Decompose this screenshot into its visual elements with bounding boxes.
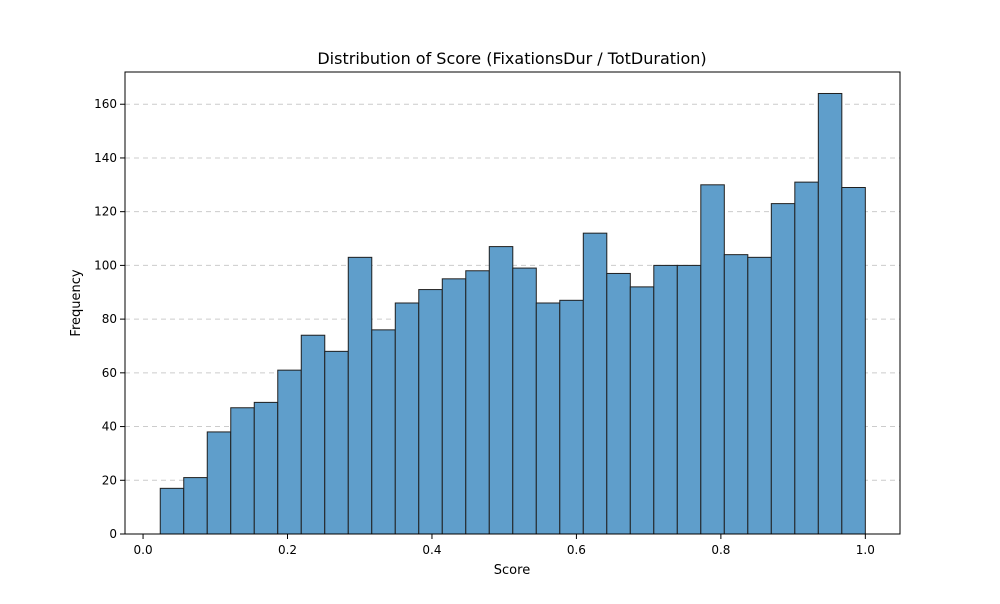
histogram-bar [206,431,232,535]
histogram-bar [700,184,725,535]
x-tick-label: 0.6 [567,543,586,557]
histogram-bar [841,187,866,535]
histogram-bar [465,270,490,535]
histogram-bar [183,477,208,535]
histogram-bar [629,286,655,535]
plot-frame [124,71,901,535]
histogram-bar [371,329,396,535]
histogram-bar [770,203,796,535]
histogram-bar [723,254,749,535]
x-tick-label: 0.4 [422,543,441,557]
histogram-bar [347,256,373,535]
y-tick-label: 0 [109,527,117,541]
y-axis-label: Frequency [69,269,84,336]
y-tick-label: 120 [94,205,117,219]
y-tick-label: 60 [102,366,117,380]
y-tick-label: 40 [102,420,117,434]
histogram-bar [277,369,302,535]
x-tick-label: 0.2 [278,543,297,557]
histogram-bar [253,401,279,535]
histogram-bar [441,278,467,535]
histogram-bar [230,407,255,535]
histogram-bar [676,264,702,535]
histogram-bar [394,302,420,535]
histogram-bar [512,267,537,535]
histogram-bar [653,264,678,535]
histogram-bar [324,350,349,535]
y-tick-label: 100 [94,258,117,272]
histogram-bar [794,181,819,535]
histogram-bar [559,299,584,535]
histogram-bar [817,92,843,535]
x-axis-label: Score [494,563,530,578]
histogram-bar [582,232,608,535]
histogram-bar [300,334,326,535]
histogram-bar [418,289,443,535]
y-tick-label: 140 [94,151,117,165]
x-tick-label: 0.0 [134,543,153,557]
bars-layer [159,92,866,535]
x-tick-label: 1.0 [856,543,875,557]
y-tick-label: 20 [102,473,117,487]
y-axis-ticks: 0 20 40 60 80 100 120 140 160 [94,97,125,541]
histogram-bar [535,302,561,535]
histogram-bar [488,246,514,535]
histogram-bar [159,487,185,535]
chart-title: Distribution of Score (FixationsDur / To… [317,49,706,68]
y-tick-label: 160 [94,97,117,111]
x-axis-ticks: 0.0 0.2 0.4 0.6 0.8 1.0 [134,534,875,557]
histogram-bar [747,256,772,535]
x-tick-label: 0.8 [711,543,730,557]
y-tick-label: 80 [102,312,117,326]
histogram-bar [606,272,631,535]
